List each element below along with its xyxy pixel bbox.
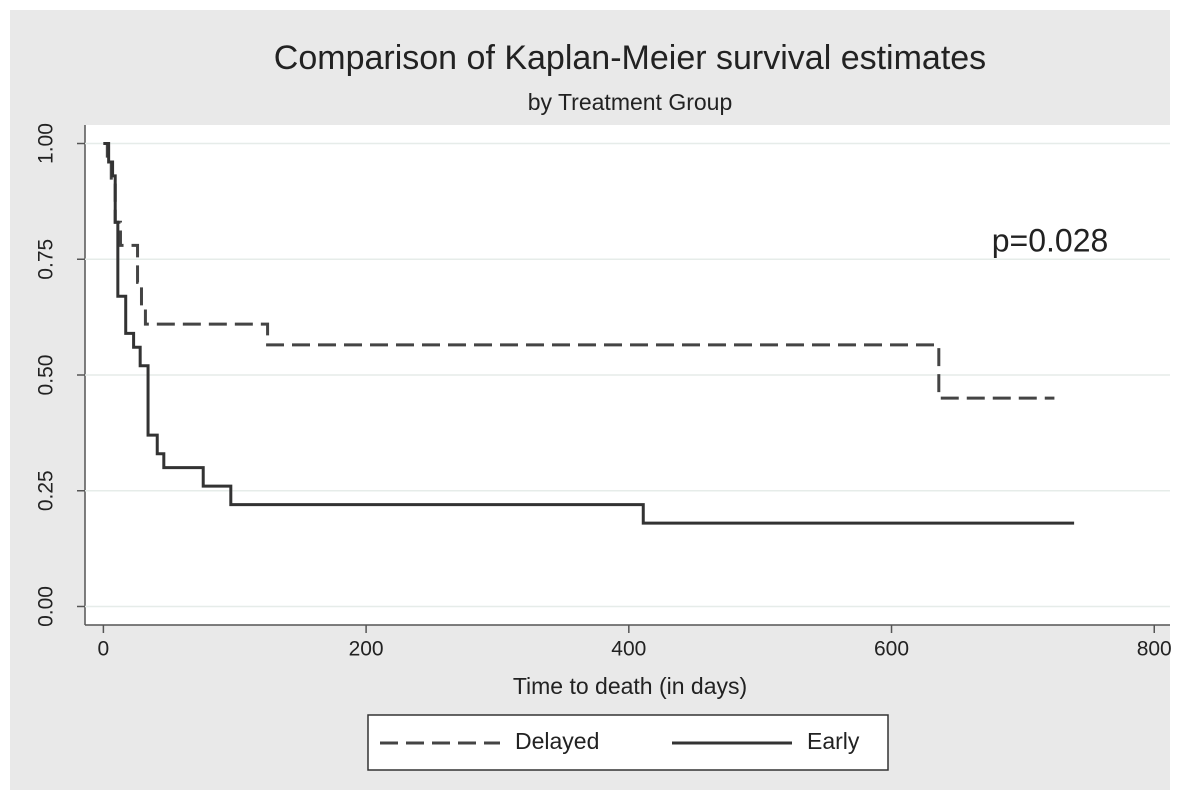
chart-subtitle: by Treatment Group: [528, 89, 733, 115]
y-tick-label: 0.00: [35, 586, 58, 627]
x-tick-label: 800: [1137, 638, 1172, 661]
series-line: [103, 142, 1075, 525]
x-axis-label: Time to death (in days): [513, 673, 747, 699]
y-tick-label: 0.50: [35, 355, 58, 396]
legend-label: Delayed: [515, 728, 599, 754]
x-tick-label: 0: [98, 638, 110, 661]
x-tick-label: 200: [349, 638, 384, 661]
y-tick-label: 0.25: [35, 470, 58, 511]
annotation: p=0.028: [992, 222, 1109, 258]
x-tick-label: 400: [611, 638, 646, 661]
y-tick-label: 0.75: [35, 239, 58, 280]
legend-box: [367, 714, 889, 771]
y-tick-label: 1.00: [35, 123, 58, 164]
legend-label: Early: [807, 728, 860, 754]
chart-title: Comparison of Kaplan-Meier survival esti…: [274, 39, 986, 77]
x-tick-label: 600: [874, 638, 909, 661]
